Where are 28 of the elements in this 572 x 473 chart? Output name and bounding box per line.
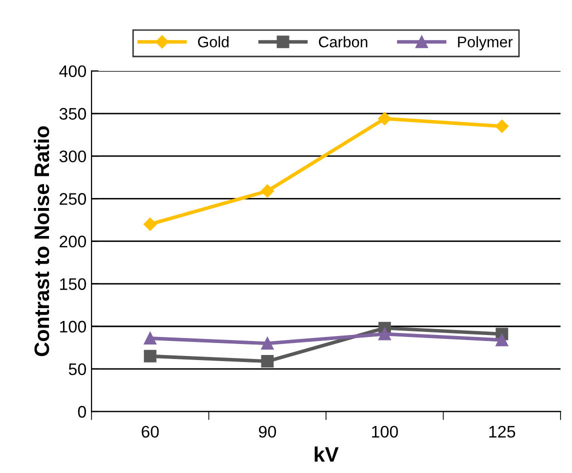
y-tick-label: 100 xyxy=(60,320,86,333)
y-tick-label: 0 xyxy=(78,406,86,418)
point xyxy=(261,337,274,350)
y-axis-title: Contrast to Noise Ratio xyxy=(34,126,50,356)
legend-label: Polymer xyxy=(458,36,513,50)
x-tick-label: 125 xyxy=(489,426,516,438)
y-tick-label: 350 xyxy=(59,108,86,120)
point xyxy=(496,334,508,346)
legend-label: Carbon xyxy=(318,36,368,48)
y-tick-label: 150 xyxy=(60,278,86,290)
y-tick-label: 200 xyxy=(60,236,86,248)
y-tick-label: 250 xyxy=(60,193,86,205)
point xyxy=(260,184,274,198)
x-tick-label: 100 xyxy=(372,426,398,438)
x-tick-label: 60 xyxy=(142,426,159,438)
y-tick-label: 50 xyxy=(68,363,86,376)
point xyxy=(144,332,156,345)
x-tick-label: 90 xyxy=(258,426,276,438)
x-axis-title: kV xyxy=(314,446,339,462)
point xyxy=(144,218,157,231)
y-tick-label: 300 xyxy=(59,150,86,162)
y-tick-label: 400 xyxy=(59,65,86,78)
point xyxy=(261,355,274,368)
point xyxy=(495,120,509,133)
point xyxy=(378,112,392,126)
legend-label: Gold xyxy=(198,36,229,48)
point xyxy=(378,328,391,340)
point xyxy=(144,350,156,362)
